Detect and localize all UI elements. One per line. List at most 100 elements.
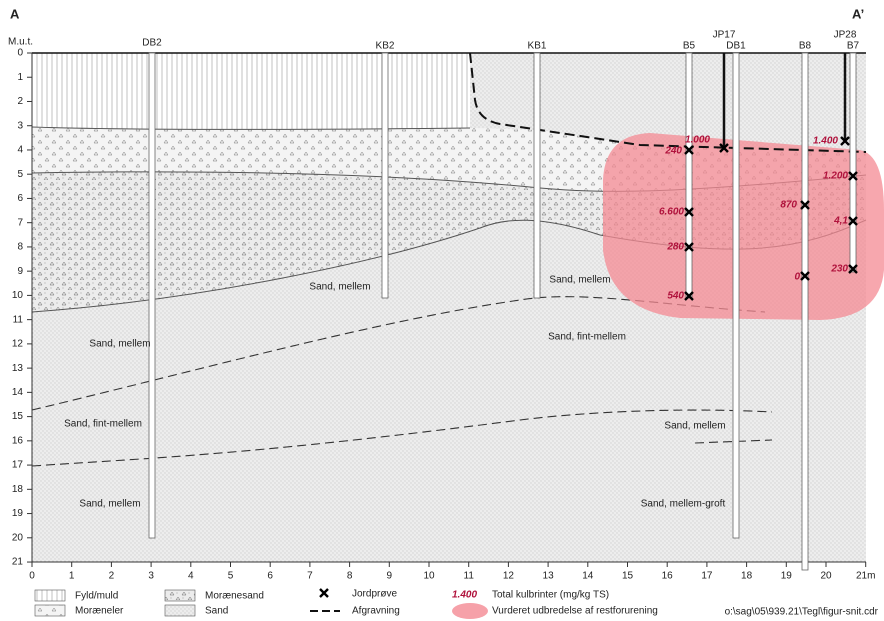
- borehole: [850, 53, 856, 272]
- y-tick-label: 20: [12, 532, 24, 543]
- borehole-label: B7: [847, 41, 860, 52]
- legend-cross: [320, 589, 328, 597]
- borehole-label: KB1: [528, 41, 547, 52]
- soil-label: Sand, mellem: [79, 499, 140, 510]
- y-tick-label: 18: [12, 484, 24, 495]
- sample-value: 0: [794, 272, 800, 283]
- x-tick-label: 16: [662, 571, 674, 582]
- sample-value: 6.600: [659, 207, 684, 218]
- x-tick-label: 13: [543, 571, 555, 582]
- y-tick-label: 12: [12, 339, 24, 350]
- legend-swatch: [165, 590, 195, 601]
- x-tick-label: 21m: [856, 571, 875, 582]
- x-tick-label: 2: [109, 571, 115, 582]
- soil-label: Sand, mellem: [309, 282, 370, 293]
- x-tick-label: 9: [387, 571, 393, 582]
- legend-label: Total kulbrinter (mg/kg TS): [492, 590, 609, 601]
- soil-label: Sand, mellem: [89, 339, 150, 350]
- legend-contamination: [452, 603, 488, 619]
- x-tick-label: 0: [29, 571, 35, 582]
- x-tick-label: 17: [701, 571, 713, 582]
- x-tick-label: 3: [148, 571, 154, 582]
- soil-label: Sand, fint-mellem: [64, 419, 142, 430]
- borehole: [149, 53, 155, 538]
- legend-swatch: [35, 590, 65, 601]
- y-tick-label: 13: [12, 363, 24, 374]
- y-tick-label: 8: [17, 242, 23, 253]
- borehole-label: KB2: [376, 41, 395, 52]
- y-tick-label: 6: [17, 193, 23, 204]
- x-tick-label: 19: [781, 571, 793, 582]
- sample-value: 1.000: [685, 135, 710, 146]
- borehole: [534, 53, 540, 298]
- sample-value: 280: [666, 242, 684, 253]
- legend-sample-value: 1.400: [452, 590, 477, 601]
- y-tick-label: 2: [17, 96, 23, 107]
- y-tick-label: 1: [17, 72, 23, 83]
- x-tick-label: 20: [820, 571, 832, 582]
- borehole-label: DB1: [726, 41, 746, 52]
- legend-label: Sand: [205, 606, 228, 617]
- cross-section: A A’ M.u.t. 0123456789101112131415161718…: [0, 0, 884, 621]
- soil-label: Sand, mellem-groft: [641, 499, 726, 510]
- x-tick-label: 4: [188, 571, 194, 582]
- legend-swatch: [35, 605, 65, 616]
- sample-value: 4,1: [833, 216, 848, 227]
- legend-swatch: [165, 605, 195, 616]
- y-tick-label: 21: [12, 557, 24, 568]
- y-axis-label: M.u.t.: [8, 37, 33, 48]
- borehole-label: B5: [683, 41, 696, 52]
- legend-label: Afgravning: [352, 606, 400, 617]
- y-tick-label: 19: [12, 508, 24, 519]
- x-tick-label: 8: [347, 571, 353, 582]
- x-tick-label: 1: [69, 571, 75, 582]
- y-tick-label: 10: [12, 290, 24, 301]
- x-tick-label: 14: [582, 571, 594, 582]
- legend-label: Vurderet udbredelse af restforurening: [492, 606, 658, 617]
- sample-value: 540: [667, 291, 684, 302]
- borehole: [382, 53, 388, 298]
- section-start: A: [10, 6, 20, 21]
- borehole-label: JP28: [834, 30, 857, 41]
- x-tick-label: 7: [307, 571, 313, 582]
- y-tick-label: 11: [13, 314, 24, 325]
- strata: [32, 53, 884, 562]
- y-tick-label: 3: [17, 120, 23, 131]
- y-tick-label: 9: [17, 266, 23, 277]
- x-tick-label: 11: [464, 571, 475, 582]
- borehole-label: B8: [799, 41, 812, 52]
- y-tick-label: 7: [17, 217, 23, 228]
- x-tick-label: 15: [622, 571, 634, 582]
- x-tick-label: 18: [741, 571, 753, 582]
- borehole: [686, 53, 692, 298]
- soil-label: Sand, mellem: [664, 421, 725, 432]
- legend-label: Morænesand: [205, 591, 264, 602]
- borehole: [733, 53, 739, 538]
- x-tick-label: 5: [228, 571, 234, 582]
- sample-value: 230: [830, 264, 848, 275]
- section-end: A’: [852, 6, 864, 21]
- file-path: o:\sag\05\939.21\Tegl\figur-snit.cdr: [725, 607, 879, 618]
- y-tick-label: 0: [17, 48, 23, 59]
- x-tick-label: 12: [503, 571, 515, 582]
- x-tick-label: 6: [267, 571, 273, 582]
- sample-value: 1.200: [823, 171, 848, 182]
- x-tick-label: 10: [423, 571, 435, 582]
- borehole-label: JP17: [713, 30, 736, 41]
- sample-value: 1.400: [813, 136, 838, 147]
- borehole: [802, 53, 808, 570]
- y-tick-label: 15: [12, 411, 24, 422]
- soil-label: Sand, fint-mellem: [548, 332, 626, 343]
- fill-layer: [32, 53, 470, 129]
- legend-label: Moræneler: [75, 606, 124, 617]
- y-tick-label: 17: [12, 460, 24, 471]
- sample-value: 240: [664, 146, 682, 157]
- borehole-label: DB2: [142, 38, 162, 49]
- y-tick-label: 4: [17, 145, 23, 156]
- y-tick-label: 14: [12, 387, 24, 398]
- legend-label: Fyld/muld: [75, 591, 118, 602]
- sample-value: 870: [780, 200, 797, 211]
- legend-label: Jordprøve: [352, 589, 397, 600]
- y-tick-label: 16: [12, 435, 24, 446]
- y-tick-label: 5: [17, 169, 23, 180]
